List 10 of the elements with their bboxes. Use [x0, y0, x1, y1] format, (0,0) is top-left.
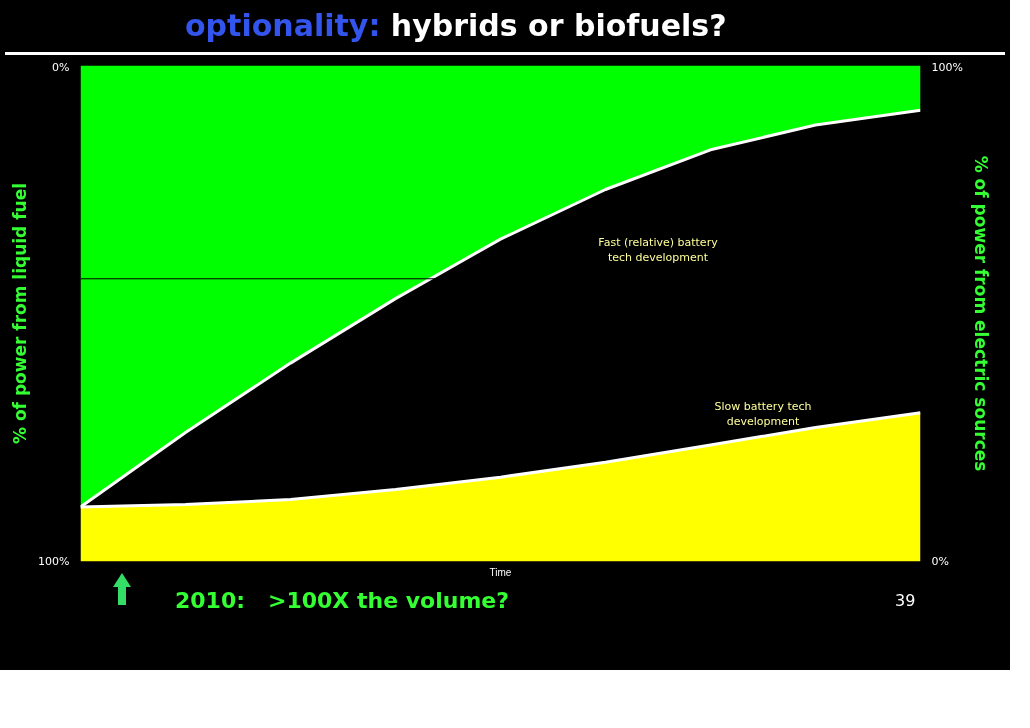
text: 2010: >100X the volume? — [174, 587, 510, 615]
y2-axis-title: % of power from electric sources — [970, 155, 991, 472]
y2-tick-label: 100% — [931, 60, 963, 74]
annotation: Fast (relative) battery tech development — [598, 236, 719, 264]
y2-tick-label: 0% — [931, 555, 949, 568]
chart-title: optionality: hybrids or biofuels? — [185, 8, 727, 43]
annotation: Slow battery tech development — [714, 399, 812, 428]
y-axis-title: % of power from liquid fuel — [10, 182, 31, 445]
x-axis-title: Time — [489, 566, 512, 578]
text: 39 — [895, 590, 916, 612]
